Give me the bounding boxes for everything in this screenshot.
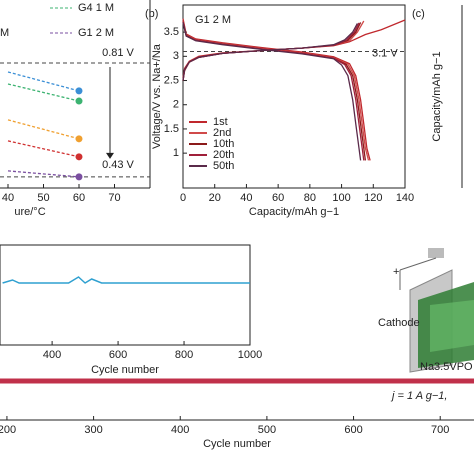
x-tick-label: 1000 — [238, 349, 262, 361]
legend-label: G4 1 M — [78, 2, 114, 14]
cathode-illustration — [399, 248, 474, 373]
marker — [75, 87, 83, 95]
x-tick-label: 800 — [175, 349, 193, 361]
y-axis-label: Voltage/V vs. Na+/Na — [151, 43, 163, 149]
x-tick-label: 50 — [37, 192, 49, 204]
marker — [75, 135, 83, 143]
legend-label: 2nd — [213, 127, 231, 139]
terminal — [428, 248, 444, 258]
arrow-head — [106, 152, 114, 159]
y-tick-label: 2 — [173, 99, 179, 111]
legend-label: 20th — [213, 149, 234, 161]
x-tick-label: 60 — [73, 192, 85, 204]
marker — [75, 173, 83, 181]
marker — [75, 153, 83, 161]
y-tick-label: 1 — [173, 147, 179, 159]
wire — [399, 257, 437, 271]
series-line — [7, 83, 80, 102]
annotation: + — [393, 266, 399, 278]
legend-label: 10th — [213, 138, 234, 150]
annotation: M — [0, 27, 9, 39]
x-tick-label: 100 — [332, 192, 350, 204]
x-tick-label: 200 — [0, 424, 16, 436]
annotation: Na3.5VPO — [420, 361, 473, 373]
y-tick-label: 3 — [173, 50, 179, 62]
annotation: 3.1 V — [372, 47, 398, 59]
y-axis-label: Capacity/mAh g−1 — [431, 51, 443, 141]
x-tick-label: 400 — [43, 349, 61, 361]
x-tick-label: 600 — [344, 424, 362, 436]
marker — [75, 97, 83, 105]
annotation: j = 1 A g−1, — [390, 390, 447, 402]
series-line — [2, 276, 250, 284]
legend-label: 1st — [213, 116, 228, 128]
annotation: Cathode — [378, 317, 420, 329]
x-axis-label: Capacity/mAh g−1 — [249, 206, 339, 218]
inset-frame — [0, 244, 251, 346]
y-tick-label: 3.5 — [164, 26, 179, 38]
x-tick-label: 60 — [272, 192, 284, 204]
series-line — [7, 119, 80, 140]
y-tick-label: 1.5 — [164, 123, 179, 135]
annotation: 0.81 V — [102, 47, 134, 59]
panel-label: (b) — [145, 8, 158, 20]
series-line — [182, 22, 362, 161]
x-axis-label: Cycle number — [203, 438, 271, 450]
x-tick-label: 300 — [84, 424, 102, 436]
x-tick-label: 140 — [396, 192, 414, 204]
x-tick-label: 700 — [431, 424, 449, 436]
series-line — [7, 71, 80, 92]
series-line — [7, 170, 80, 178]
x-tick-label: 40 — [2, 192, 14, 204]
x-tick-label: 120 — [364, 192, 382, 204]
plot-frame — [182, 4, 406, 189]
x-tick-label: 0 — [180, 192, 186, 204]
legend-label: G1 2 M — [78, 27, 114, 39]
x-tick-label: 20 — [209, 192, 221, 204]
series-line — [7, 140, 80, 158]
x-axis-label: ure/°C — [14, 206, 45, 218]
x-tick-label: 500 — [258, 424, 276, 436]
panel-label: (c) — [412, 8, 425, 20]
x-tick-label: 40 — [240, 192, 252, 204]
panel-title: G1 2 M — [195, 14, 231, 26]
x-tick-label: 600 — [109, 349, 127, 361]
x-axis-label: Cycle number — [91, 364, 159, 376]
annotation: 0.43 V — [102, 159, 134, 171]
x-tick-label: 400 — [171, 424, 189, 436]
legend-label: 50th — [213, 160, 234, 172]
y-tick-label: 2.5 — [164, 74, 179, 86]
cathode-material — [430, 300, 474, 352]
x-tick-label: 80 — [304, 192, 316, 204]
x-tick-label: 70 — [108, 192, 120, 204]
